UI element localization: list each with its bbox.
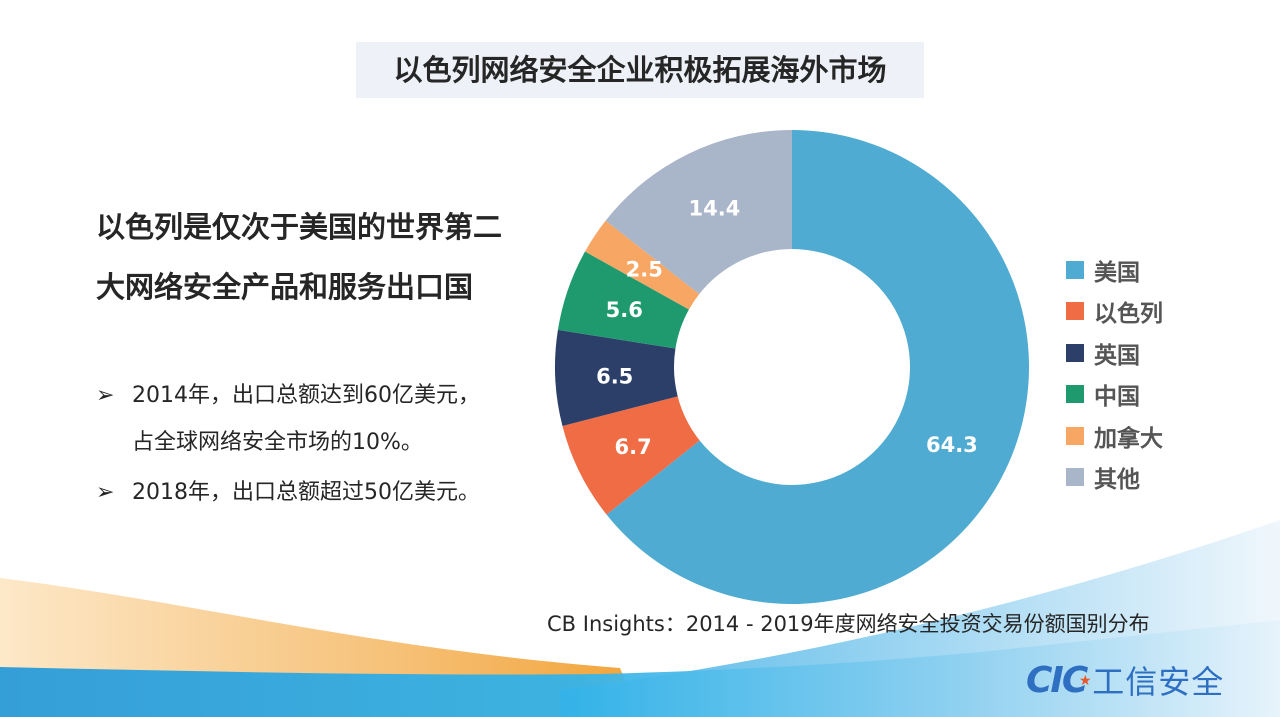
legend-swatch — [1066, 343, 1084, 362]
blue-swoosh-left — [0, 620, 1280, 717]
bullet-item-2: ➢ 2018年，出口总额超过50亿美元。 — [96, 474, 480, 506]
legend-label: 中国 — [1094, 384, 1140, 411]
title-band — [356, 42, 924, 98]
bullet-1-line-2: 占全球网络安全市场的10%。 — [132, 430, 423, 455]
legend-swatch — [1066, 260, 1084, 279]
arrow-bullet-icon: ➢ — [96, 383, 115, 408]
legend-item: 以色列 — [1066, 291, 1163, 333]
legend-swatch — [1066, 426, 1084, 445]
legend-label: 美国 — [1094, 259, 1140, 286]
donut-slice-5 — [585, 220, 700, 310]
donut-slice-6 — [605, 130, 792, 295]
legend-item: 中国 — [1066, 374, 1163, 416]
cic-logo: CIC ★ 工信安全 — [1026, 657, 1224, 703]
donut-slice-3 — [555, 329, 678, 426]
slice-value-label-6: 14.4 — [688, 196, 740, 220]
legend-swatch — [1066, 302, 1084, 321]
donut-slice-2 — [562, 396, 700, 515]
bullet-item-1: ➢ 2014年，出口总额达到60亿美元， — [96, 377, 480, 409]
legend-label: 以色列 — [1094, 301, 1163, 328]
donut-slice-4 — [557, 251, 689, 349]
cic-logo-letters: CIC — [1026, 659, 1088, 701]
donut-slice-1 — [606, 130, 1029, 605]
legend-label: 英国 — [1094, 342, 1140, 369]
bullet-1-line-1: 2014年，出口总额达到60亿美元， — [132, 383, 480, 408]
legend-item: 美国 — [1066, 249, 1163, 291]
legend-swatch — [1066, 468, 1084, 487]
legend-item: 英国 — [1066, 332, 1163, 374]
legend-label: 其他 — [1094, 467, 1140, 494]
donut-labels: 64.3 6.7 6.5 5.6 2.5 14.4 — [596, 196, 978, 459]
cic-logo-mark: CIC ★ — [1026, 659, 1091, 701]
slice-value-label-5: 2.5 — [626, 258, 663, 282]
star-icon: ★ — [1079, 672, 1091, 689]
donut-slices — [555, 130, 1029, 605]
slice-value-label-4: 5.6 — [606, 298, 643, 322]
headline-line-1: 以色列是仅次于美国的世界第二 — [96, 210, 503, 244]
legend-item: 加拿大 — [1066, 415, 1163, 457]
bullet-2-line-1: 2018年，出口总额超过50亿美元。 — [132, 480, 480, 505]
slice-value-label-2: 6.7 — [614, 435, 651, 459]
arrow-bullet-icon: ➢ — [96, 480, 115, 505]
legend-item: 其他 — [1066, 457, 1163, 499]
slice-value-label-3: 6.5 — [596, 364, 633, 388]
cic-logo-text: 工信安全 — [1092, 663, 1225, 701]
source-caption: CB Insights：2014 - 2019年度网络安全投资交易份额国别分布 — [547, 612, 1150, 636]
slide-title: 以色列网络安全企业积极拓展海外市场 — [393, 53, 887, 87]
slice-value-label-1: 64.3 — [926, 433, 978, 457]
chart-legend: 美国以色列英国中国加拿大其他 — [1066, 249, 1163, 498]
headline-line-2: 大网络安全产品和服务出口国 — [96, 270, 474, 304]
legend-swatch — [1066, 385, 1084, 404]
legend-label: 加拿大 — [1094, 425, 1163, 452]
